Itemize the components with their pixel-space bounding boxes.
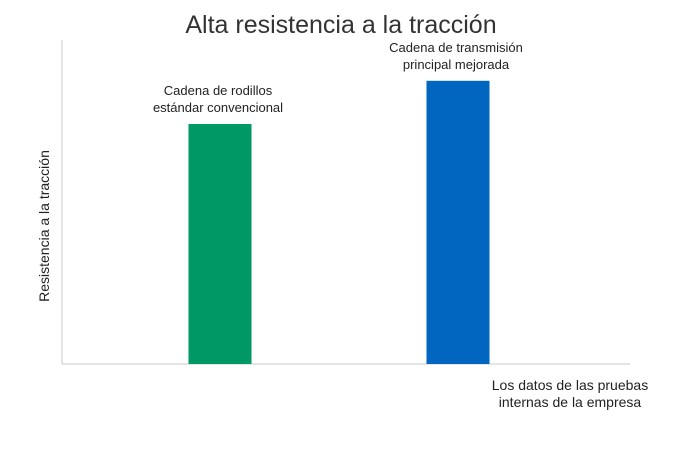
data-source-note-line: Los datos de las pruebas (492, 377, 648, 393)
chart-title: Alta resistencia a la tracción (185, 11, 496, 39)
bars-group (188, 80, 490, 365)
bar-label-1: Cadena de rodillos estándar convencional (153, 83, 283, 115)
bar-2 (426, 80, 490, 365)
bar-1 (188, 124, 252, 364)
bar-label-line: Cadena de transmisión (389, 40, 523, 55)
data-source-note-line: internas de la empresa (499, 394, 642, 410)
bar-label-line: principal mejorada (403, 57, 510, 72)
data-source-note: Los datos de las pruebas internas de la e… (492, 377, 648, 410)
bar-label-2: Cadena de transmisión principal mejorada (389, 40, 523, 72)
bar-labels-group: Cadena de rodillos estándar convencionalC… (153, 40, 523, 115)
y-axis-label: Resistencia a la tracción (36, 150, 52, 302)
bar-label-line: Cadena de rodillos (164, 83, 273, 98)
bar-label-line: estándar convencional (153, 100, 283, 115)
